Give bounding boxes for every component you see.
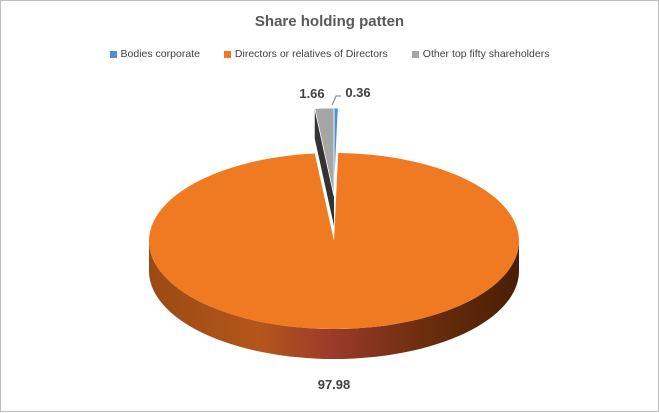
pie-slice-2 [314, 107, 335, 197]
legend-swatch [223, 50, 231, 58]
legend-label: Directors or relatives of Directors [234, 48, 388, 60]
legend-item-bodies-corporate: Bodies corporate [109, 48, 200, 60]
pie-side-directors [149, 241, 519, 359]
label-leader-line [331, 95, 341, 106]
data-label-bodies-corporate: 0.36 [345, 85, 370, 100]
legend-swatch [411, 50, 419, 58]
legend-label: Bodies corporate [120, 48, 200, 60]
pie-slice-1 [148, 153, 519, 329]
legend: Bodies corporate Directors or relatives … [1, 48, 658, 60]
legend-label: Other top fifty shareholders [422, 48, 550, 60]
chart-title: Share holding patten [254, 13, 405, 30]
legend-swatch [109, 50, 117, 58]
legend-item-other-top-fifty: Other top fifty shareholders [411, 48, 550, 60]
data-label-other-top-fifty: 1.66 [299, 86, 324, 101]
legend-item-directors: Directors or relatives of Directors [223, 48, 388, 60]
data-label-directors: 97.98 [318, 377, 351, 392]
pie-slice-side [314, 108, 334, 226]
